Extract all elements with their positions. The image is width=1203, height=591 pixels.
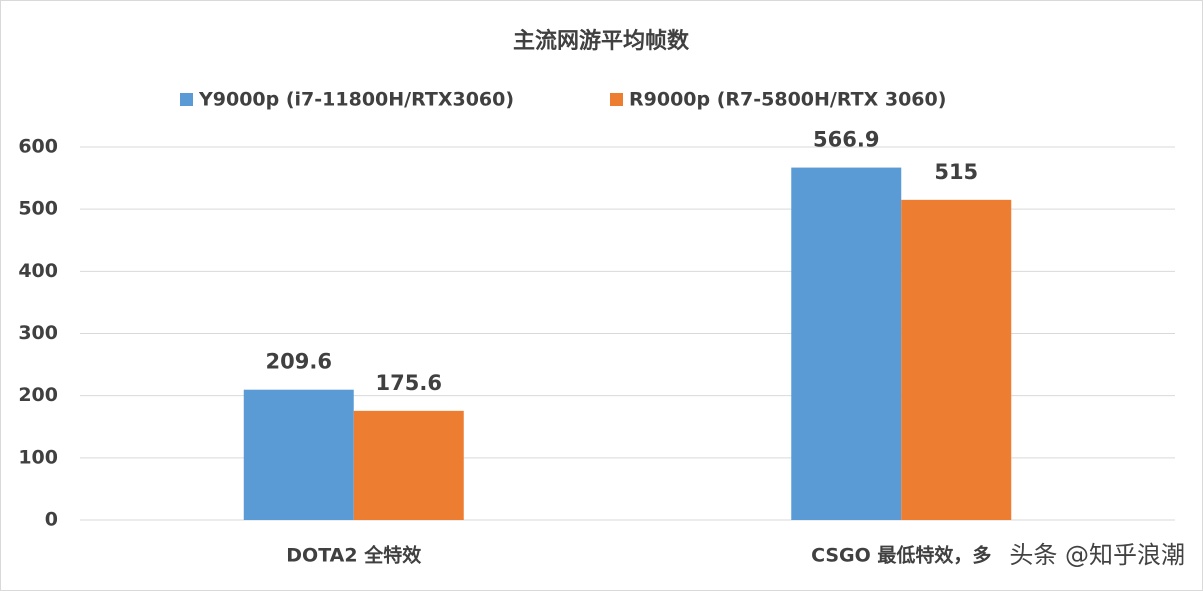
legend-label: R9000p (R7-5800H/RTX 3060) <box>629 89 946 111</box>
legend-swatch <box>180 93 193 106</box>
y-tick-label: 500 <box>18 198 58 220</box>
legend-label: Y9000p (i7-11800H/RTX3060) <box>198 89 514 111</box>
value-label: 515 <box>934 160 978 184</box>
watermark: 头条 @知乎浪潮 <box>1009 541 1185 569</box>
bar <box>353 410 464 520</box>
value-label: 209.6 <box>266 350 332 374</box>
legend-swatch <box>610 93 623 106</box>
value-label: 175.6 <box>376 371 442 395</box>
x-tick-label: DOTA2 全特效 <box>286 544 421 567</box>
y-tick-label: 200 <box>18 384 58 406</box>
y-tick-label: 600 <box>18 136 58 158</box>
y-tick-label: 0 <box>45 509 58 531</box>
y-tick-label: 400 <box>18 260 58 282</box>
y-tick-label: 100 <box>18 446 58 468</box>
x-tick-label: CSGO 最低特效，多 <box>811 544 991 567</box>
y-tick-label: 300 <box>18 322 58 344</box>
value-label: 566.9 <box>813 128 879 152</box>
bar <box>791 167 902 521</box>
bar <box>243 389 354 520</box>
chart-title: 主流网游平均帧数 <box>513 28 690 54</box>
bar <box>901 199 1012 520</box>
